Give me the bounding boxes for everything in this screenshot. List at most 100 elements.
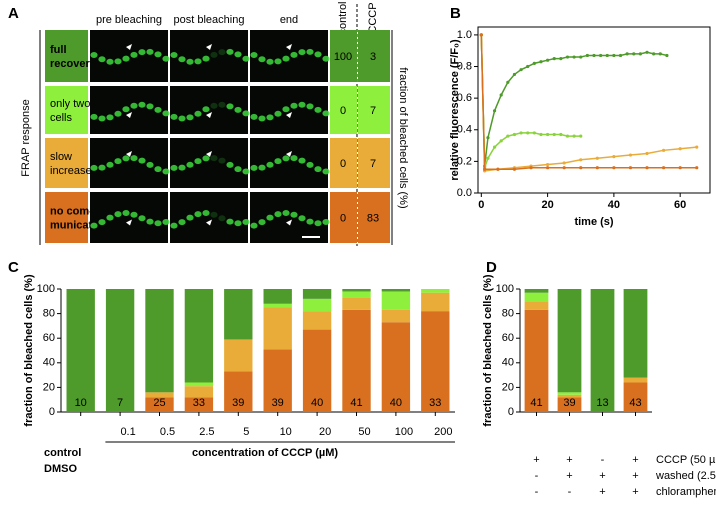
- panel-label: A: [8, 5, 19, 22]
- data-point: [562, 161, 566, 165]
- column-header: pre bleaching: [96, 14, 162, 26]
- cell: [114, 211, 122, 218]
- arrowhead: [206, 112, 212, 118]
- arrowhead: [286, 219, 292, 226]
- cell: [186, 58, 194, 65]
- cell: [98, 115, 106, 122]
- group-label: DMSO: [44, 463, 77, 475]
- bar-segment: [342, 309, 371, 412]
- bar-segment: [66, 289, 95, 412]
- bar-segment: [381, 322, 411, 412]
- cell: [290, 211, 298, 218]
- value: 7: [370, 158, 376, 170]
- data-point: [618, 53, 623, 58]
- bar-segment: [224, 289, 253, 340]
- cell: [306, 103, 314, 110]
- count-label: 39: [232, 397, 244, 409]
- cell: [322, 110, 330, 117]
- cell: [90, 113, 98, 120]
- cell: [130, 102, 138, 109]
- cell: [210, 211, 218, 218]
- cell: [274, 211, 282, 218]
- count-label: 40: [390, 397, 402, 409]
- cell: [226, 161, 234, 168]
- condition-mark: +: [632, 486, 638, 498]
- cell: [282, 210, 290, 217]
- row-label: no com-: [50, 205, 93, 217]
- y-tick-label: 60: [43, 332, 55, 344]
- data-point: [592, 53, 596, 58]
- cell: [138, 101, 146, 108]
- data-point: [546, 58, 550, 62]
- condition-mark: +: [632, 470, 638, 482]
- count-label: 40: [311, 397, 323, 409]
- data-point: [526, 64, 530, 69]
- condition-mark: -: [535, 470, 539, 482]
- cell: [170, 113, 178, 120]
- x-tick-label: 60: [674, 199, 686, 211]
- row-label-cell: [45, 30, 88, 82]
- data-point: [632, 52, 636, 56]
- cell: [122, 55, 130, 62]
- data-point: [605, 53, 609, 58]
- cell: [170, 164, 178, 171]
- cell: [282, 106, 290, 113]
- cell: [274, 58, 282, 65]
- count-label: 13: [596, 397, 608, 409]
- cell: [234, 220, 242, 227]
- data-point: [546, 166, 550, 170]
- cell: [210, 51, 218, 58]
- data-point: [612, 155, 616, 159]
- panel-label: C: [8, 259, 19, 276]
- data-point: [628, 166, 633, 170]
- bar-segment: [263, 303, 292, 308]
- y-tick-label: 0.6: [457, 92, 472, 104]
- bar-segment: [524, 292, 549, 302]
- y-tick-label: 0.4: [457, 124, 472, 136]
- x-tick-label: 0.1: [120, 426, 135, 438]
- bar-segment: [623, 377, 648, 383]
- cell: [298, 49, 306, 56]
- bar-segment: [524, 289, 549, 293]
- data-point: [565, 134, 570, 138]
- cell: [154, 51, 162, 58]
- data-point: [532, 131, 536, 135]
- bar-segment: [381, 309, 411, 323]
- data-point: [539, 132, 543, 137]
- cell: [202, 210, 210, 217]
- data-point: [499, 93, 503, 97]
- arrowhead: [206, 44, 212, 50]
- data-point: [612, 166, 616, 170]
- micrograph: [90, 138, 168, 188]
- data-point: [678, 147, 682, 151]
- data-point: [479, 33, 483, 37]
- cell: [274, 158, 282, 165]
- bar-segment: [184, 386, 214, 398]
- cell: [138, 157, 146, 164]
- condition-mark: +: [566, 470, 572, 482]
- micrograph: [90, 192, 168, 243]
- data-point: [559, 132, 563, 137]
- x-tick-label: 20: [541, 199, 553, 211]
- data-point: [486, 136, 490, 140]
- condition-mark: -: [601, 454, 605, 466]
- count-label: 39: [563, 397, 575, 409]
- cell: [90, 52, 98, 58]
- cell: [90, 222, 98, 229]
- value-cell: [358, 192, 390, 243]
- arrowhead: [206, 151, 212, 157]
- bar-segment: [381, 289, 411, 292]
- value: 100: [334, 51, 352, 63]
- data-point: [519, 68, 523, 72]
- group-label: control: [44, 447, 81, 459]
- cell: [306, 48, 314, 55]
- cell: [266, 214, 274, 221]
- cell: [258, 56, 266, 63]
- cell: [162, 168, 170, 175]
- bar-segment: [381, 291, 411, 310]
- cell: [322, 219, 330, 226]
- data-point: [579, 55, 583, 59]
- data-point: [645, 50, 649, 54]
- row-label: increase: [50, 165, 92, 177]
- y-tick-label: 1.0: [457, 29, 472, 41]
